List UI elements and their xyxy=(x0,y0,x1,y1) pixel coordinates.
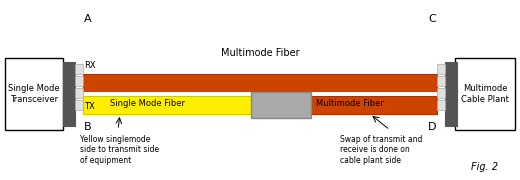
Bar xyxy=(437,88,445,98)
Bar xyxy=(251,92,311,118)
Bar xyxy=(437,76,445,86)
Bar xyxy=(83,92,437,96)
Bar xyxy=(83,96,251,114)
Text: Single Mode Fiber: Single Mode Fiber xyxy=(111,99,186,108)
Bar xyxy=(311,96,437,114)
Text: Multimode Fiber: Multimode Fiber xyxy=(316,99,384,108)
Text: Multimode
Cable Plant: Multimode Cable Plant xyxy=(461,84,509,104)
Bar xyxy=(75,100,83,110)
Text: Single Mode
Transceiver: Single Mode Transceiver xyxy=(8,84,60,104)
Bar xyxy=(83,74,437,92)
Bar xyxy=(455,58,515,130)
Text: D: D xyxy=(428,122,436,132)
Text: RX: RX xyxy=(84,61,96,70)
Bar xyxy=(75,88,83,98)
Bar xyxy=(445,62,457,126)
Bar xyxy=(63,62,75,126)
Bar xyxy=(75,76,83,86)
Text: Swap of transmit and
receive is done on
cable plant side: Swap of transmit and receive is done on … xyxy=(340,135,422,165)
Text: B: B xyxy=(84,122,92,132)
Text: C: C xyxy=(428,14,436,24)
Text: Yellow singlemode
side to transmit side
of equipment: Yellow singlemode side to transmit side … xyxy=(80,135,159,165)
Text: A: A xyxy=(84,14,92,24)
Text: Multimode Fiber: Multimode Fiber xyxy=(220,48,300,58)
Bar xyxy=(437,64,445,74)
Bar xyxy=(75,64,83,74)
Bar xyxy=(437,100,445,110)
Bar xyxy=(5,58,63,130)
Text: TX: TX xyxy=(84,102,95,111)
Text: Fig. 2: Fig. 2 xyxy=(471,162,498,172)
